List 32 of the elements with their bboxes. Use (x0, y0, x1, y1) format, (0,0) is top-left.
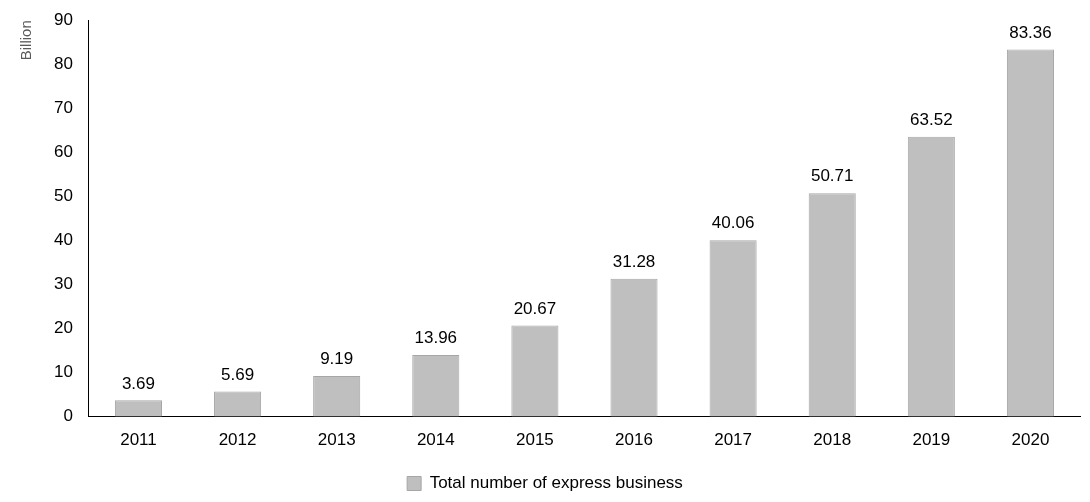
data-label: 20.67 (513, 298, 557, 318)
y-tick-label: 30 (53, 274, 73, 294)
y-tick-label: 80 (53, 53, 73, 73)
x-tick-label: 2015 (515, 430, 554, 450)
x-tick-label: 2020 (1011, 430, 1050, 450)
legend-label: Total number of express business (429, 473, 683, 493)
data-label: 50.71 (810, 166, 854, 186)
y-tick-label: 50 (53, 186, 73, 206)
x-tick-label: 2012 (218, 430, 257, 450)
y-tick-label: 10 (53, 362, 73, 382)
data-label: 5.69 (221, 364, 255, 384)
x-tick-label: 2011 (120, 430, 157, 450)
y-axis-title: Billion (17, 20, 35, 61)
y-tick-label: 20 (53, 318, 73, 338)
data-label: 83.36 (1009, 22, 1052, 42)
data-label: 13.96 (414, 328, 458, 348)
y-tick-label: 90 (53, 9, 73, 29)
x-tick-label: 2017 (714, 430, 753, 450)
x-tick-label: 2019 (912, 430, 951, 450)
x-tick-label: 2018 (813, 430, 852, 450)
data-label: 9.19 (320, 349, 354, 369)
data-label: 3.69 (121, 373, 156, 393)
y-tick-label: 70 (53, 97, 73, 117)
y-tick-label: 60 (53, 142, 73, 162)
x-tick-label: 2014 (416, 430, 455, 450)
data-label: 63.52 (910, 110, 953, 130)
data-label: 40.06 (711, 213, 755, 233)
x-tick-label: 2013 (317, 430, 356, 450)
data-label: 31.28 (612, 252, 656, 272)
y-tick-label: 0 (63, 406, 73, 426)
x-tick-label: 2016 (615, 430, 653, 450)
y-tick-label: 40 (53, 230, 73, 250)
